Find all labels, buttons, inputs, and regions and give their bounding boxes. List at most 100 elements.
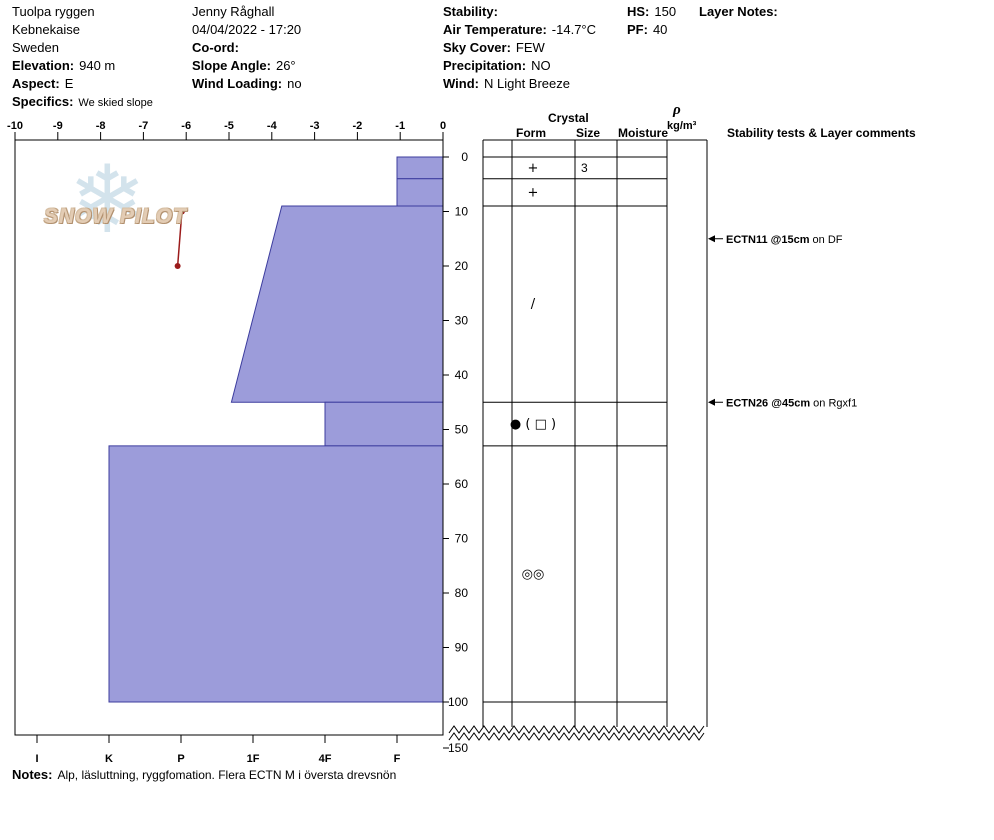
hs-value: 150 (654, 4, 677, 19)
slope-angle-row: Slope Angle: 26° (192, 58, 296, 73)
wind-loading-value: no (287, 76, 302, 91)
hardness-axis-label: 4F (319, 753, 332, 765)
air-temp-label: Air Temperature: (443, 22, 547, 37)
hs-label: HS: (627, 4, 650, 19)
moisture-column-header: Moisture (618, 126, 669, 140)
snow-layer (396, 178, 444, 207)
observation-datetime: 04/04/2022 - 17:20 (192, 22, 302, 37)
wind-loading-label: Wind Loading: (192, 76, 283, 91)
depth-axis-label: 20 (455, 259, 469, 273)
grain-size-value: 3 (581, 161, 588, 175)
temp-axis-label: -5 (224, 120, 234, 132)
grain-form-symbol: + (528, 161, 539, 176)
specifics-label: Specifics: (12, 94, 74, 109)
site-name: Tuolpa ryggen (12, 4, 95, 19)
test-arrow-head (708, 398, 715, 406)
sky-cover-value: FEW (515, 40, 545, 55)
grain-form-symbol: ◎◎ (522, 567, 545, 582)
size-column-header: Size (576, 126, 601, 140)
depth-axis-label: 10 (455, 205, 469, 219)
stability-row: Stability: (443, 4, 503, 19)
mountain-range: Kebnekaise (12, 22, 80, 37)
elevation-row: Elevation: 940 m (12, 58, 115, 73)
stability-tests-column-header: Stability tests & Layer comments (727, 126, 916, 140)
pf-value: 40 (652, 22, 668, 37)
slope-angle-label: Slope Angle: (192, 58, 271, 73)
temperature-profile-line (176, 211, 183, 267)
specifics-value: We skied slope (78, 97, 153, 109)
notes-label: Notes: (12, 767, 53, 782)
temp-axis-label: -7 (139, 120, 149, 132)
elevation-value: 940 m (79, 58, 116, 73)
aspect-value: E (64, 76, 74, 91)
temp-axis-label: -4 (267, 120, 278, 132)
crystal-column-header: Crystal (548, 111, 589, 125)
temp-axis-label: -2 (353, 120, 363, 132)
notes-row: Notes: Alp, läsluttning, ryggfomation. Fl… (12, 767, 396, 783)
depth-axis-label: 40 (455, 368, 469, 382)
layer-notes-label: Layer Notes: (699, 4, 778, 19)
density-symbol-header: ρ (673, 102, 681, 118)
snowflake-icon: ❄ (68, 146, 147, 255)
grain-form-symbol: ● ( □ ) (510, 417, 556, 432)
temp-axis-label: -10 (7, 120, 23, 132)
wind-value: N Light Breeze (483, 76, 570, 91)
air-temp-value: -14.7°C (551, 22, 597, 37)
wind-row: Wind: N Light Breeze (443, 76, 570, 91)
snow-layer (230, 205, 444, 403)
hardness-axis-label: 1F (247, 753, 260, 765)
coord-label: Co-ord: (192, 40, 239, 55)
snowpilot-logo-text: SNOW PILOT (44, 205, 187, 228)
observer-name: Jenny Råghall (192, 4, 275, 19)
depth-axis-label: 70 (455, 532, 469, 546)
country: Sweden (12, 40, 59, 55)
depth-axis-label: 150 (448, 741, 468, 755)
aspect-row: Aspect: E (12, 76, 73, 91)
temperature-point (178, 208, 185, 215)
depth-axis-label: 90 (455, 641, 469, 655)
hardness-axis-label: K (105, 753, 113, 765)
temp-axis-label: 0 (440, 120, 446, 132)
temp-axis-label: -8 (96, 120, 106, 132)
elevation-label: Elevation: (12, 58, 75, 73)
depth-axis-label: 60 (455, 477, 469, 491)
grain-form-symbol: / (531, 297, 536, 312)
notes-text: Alp, läsluttning, ryggfomation. Flera EC… (57, 768, 397, 782)
wind-loading-row: Wind Loading: no (192, 76, 302, 91)
precipitation-label: Precipitation: (443, 58, 527, 73)
temp-axis-label: -3 (310, 120, 320, 132)
hs-row: HS: 150 (627, 4, 676, 19)
depth-axis-label: 80 (455, 586, 469, 600)
sky-cover-label: Sky Cover: (443, 40, 511, 55)
stability-label: Stability: (443, 4, 498, 19)
hardness-axis-label: P (177, 753, 184, 765)
air-temp-row: Air Temperature: -14.7°C (443, 22, 596, 37)
slope-angle-value: 26° (275, 58, 296, 73)
test-arrow-head (708, 235, 715, 243)
sky-cover-row: Sky Cover: FEW (443, 40, 545, 55)
hardness-axis-label: F (394, 753, 401, 765)
precipitation-value: NO (531, 58, 551, 73)
depth-axis-label: 100 (448, 695, 468, 709)
snow-layer (108, 445, 444, 703)
temperature-point (174, 263, 181, 269)
layer-notes-header: Layer Notes: (699, 4, 783, 19)
specifics-row: Specifics: We skied slope (12, 94, 153, 111)
depth-break-zigzag (448, 725, 705, 734)
snow-layer (396, 156, 444, 180)
stability-test-label: ECTN26 @45cm on Rgxf1 (726, 397, 857, 409)
depth-axis-label: 30 (455, 314, 469, 328)
snow-layer (324, 401, 444, 447)
coord-row: Co-ord: (192, 40, 244, 55)
precipitation-row: Precipitation: NO (443, 58, 551, 73)
pf-row: PF: 40 (627, 22, 667, 37)
temp-axis-label: -1 (395, 120, 405, 132)
grain-form-symbol: + (528, 185, 539, 200)
density-units-header: kg/m³ (667, 120, 697, 132)
temp-axis-label: -6 (181, 120, 191, 132)
pf-label: PF: (627, 22, 648, 37)
temp-axis-label: -9 (53, 120, 63, 132)
stability-test-label: ECTN11 @15cm on DF (726, 234, 843, 246)
